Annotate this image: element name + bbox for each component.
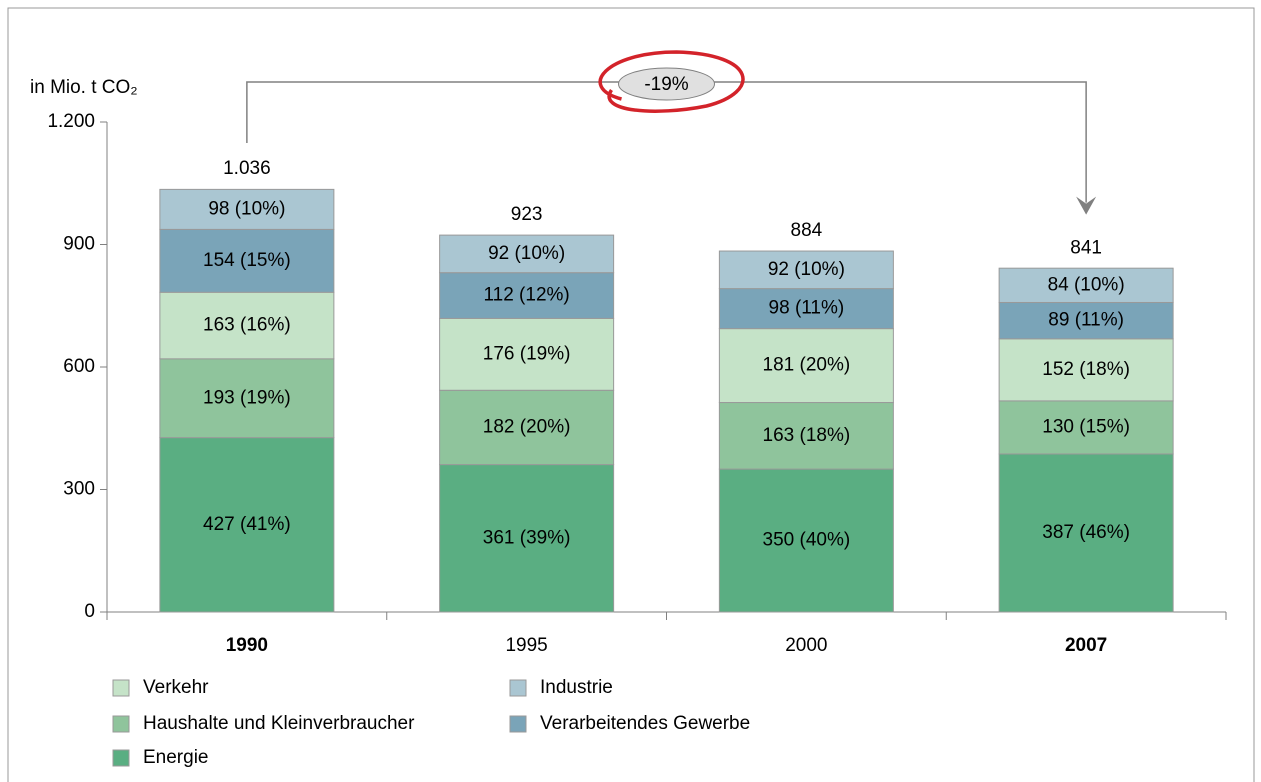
- bar-segment: [159, 228, 335, 293]
- total-label: 841: [1070, 238, 1102, 259]
- value-label: 89 (11%): [1048, 310, 1124, 331]
- total-label: 884: [791, 220, 823, 241]
- total-label: 923: [511, 204, 543, 225]
- value-label: 152 (18%): [1042, 359, 1130, 380]
- value-label: 163 (18%): [763, 425, 851, 446]
- legend-swatch: [112, 679, 130, 697]
- value-label: 98 (11%): [769, 298, 845, 319]
- bar-segment: [159, 291, 335, 360]
- highlight-scribble: [598, 50, 745, 113]
- legend-swatch: [112, 749, 130, 767]
- value-label: 163 (16%): [203, 315, 291, 336]
- value-label: 176 (19%): [483, 343, 571, 364]
- total-label: 1.036: [223, 158, 271, 179]
- frame: [7, 7, 1255, 782]
- value-label: 98 (10%): [208, 198, 285, 219]
- y-tick-label: 900: [63, 234, 95, 255]
- value-label: 193 (19%): [203, 387, 291, 408]
- bar-segment: [159, 358, 335, 439]
- value-label: 154 (15%): [203, 250, 291, 271]
- legend-label: Energie: [143, 747, 209, 768]
- x-tick-label: 2000: [785, 635, 827, 656]
- bar-segment: [998, 400, 1174, 455]
- bar-segment: [998, 453, 1174, 613]
- bar-segment: [439, 234, 615, 274]
- x-tick-label: 1990: [226, 635, 268, 656]
- bar-segment: [718, 402, 894, 470]
- value-label: 92 (10%): [488, 243, 565, 264]
- annotation-badge: [618, 67, 715, 101]
- bar-segment: [439, 389, 615, 466]
- bar-segment: [718, 328, 894, 404]
- y-tick-label: 300: [63, 479, 95, 500]
- bar-segment: [439, 272, 615, 319]
- legend-swatch: [509, 715, 527, 733]
- value-label: 130 (15%): [1042, 416, 1130, 437]
- bar-segment: [439, 464, 615, 613]
- value-label: 361 (39%): [483, 527, 571, 548]
- bar-segment: [159, 437, 335, 613]
- arrow-head: [1076, 196, 1097, 215]
- y-axis-label: in Mio. t CO₂: [30, 77, 138, 98]
- value-label: 350 (40%): [763, 530, 851, 551]
- value-label: 84 (10%): [1048, 274, 1125, 295]
- legend-label: Haushalte und Kleinverbraucher: [143, 713, 415, 734]
- x-tick-label: 1995: [505, 635, 547, 656]
- y-tick-label: 0: [84, 601, 95, 622]
- bar-segment: [998, 338, 1174, 402]
- legend-swatch: [112, 715, 130, 733]
- legend-label: Verarbeitendes Gewerbe: [540, 713, 750, 734]
- value-label: 182 (20%): [483, 416, 571, 437]
- legend-label: Verkehr: [143, 677, 209, 698]
- legend-swatch: [509, 679, 527, 697]
- value-label: 112 (12%): [483, 285, 569, 306]
- annotation-label: -19%: [644, 74, 688, 95]
- x-tick-label: 2007: [1065, 635, 1107, 656]
- bar-segment: [718, 250, 894, 290]
- value-label: 92 (10%): [768, 259, 845, 280]
- value-label: 181 (20%): [763, 355, 851, 376]
- y-tick-label: 600: [63, 356, 95, 377]
- legend-label: Industrie: [540, 677, 613, 698]
- value-label: 387 (46%): [1042, 522, 1130, 543]
- y-tick-label: 1.200: [47, 111, 95, 132]
- bar-segment: [439, 317, 615, 391]
- bar-segment: [998, 267, 1174, 303]
- bar-segment: [159, 188, 335, 230]
- bar-segment: [718, 288, 894, 330]
- value-label: 427 (41%): [203, 514, 291, 535]
